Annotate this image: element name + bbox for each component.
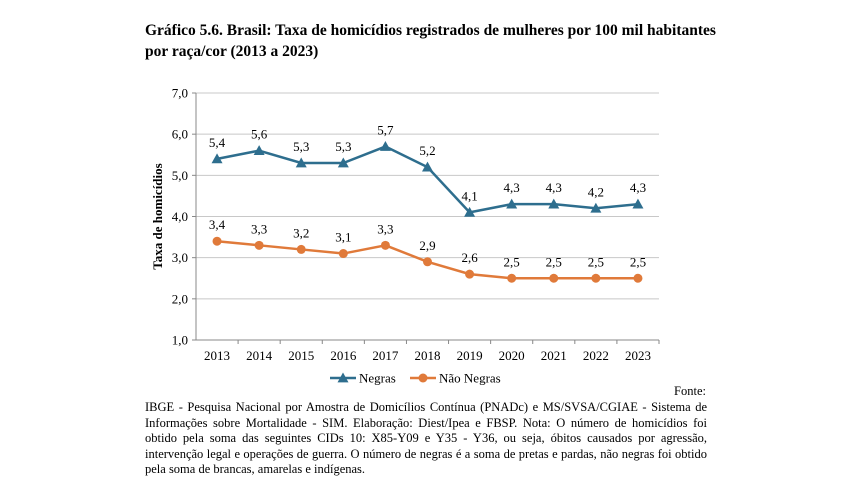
- data-label: 3,4: [209, 217, 226, 232]
- data-point: [422, 161, 433, 172]
- data-label: 3,2: [293, 225, 309, 240]
- x-tick-label: 2018: [415, 348, 441, 363]
- x-tick-label: 2016: [330, 348, 357, 363]
- data-point: [254, 240, 264, 250]
- data-point: [465, 269, 475, 279]
- y-tick-label: 2,0: [172, 291, 188, 306]
- series-negras: 5,4 5,6 5,3 5,3 5,7 5,2 4,1 4,3 4,3 4,2 4,3: [209, 123, 646, 217]
- data-label: 5,6: [251, 127, 268, 142]
- data-point: [423, 257, 432, 267]
- data-label: 5,3: [293, 139, 309, 154]
- legend-item: Não Negras: [410, 371, 501, 386]
- axis-layer: 1,0 2,0 3,0 4,0 5,0 6,0 7,0 2013 2014 2015 2016 201…: [150, 86, 660, 363]
- data-point: [549, 273, 559, 283]
- x-tick-label: 2021: [541, 348, 567, 363]
- x-tick-label: 2015: [288, 348, 314, 363]
- data-label: 2,5: [630, 254, 646, 269]
- y-tick-label: 6,0: [172, 127, 188, 142]
- legend-label: Não Negras: [439, 371, 501, 386]
- data-label: 3,1: [335, 230, 351, 245]
- data-point: [506, 198, 518, 209]
- data-point: [632, 198, 644, 209]
- y-tick-label: 1,0: [172, 333, 188, 348]
- grid-layer: [196, 92, 659, 300]
- x-tick-label: 2013: [204, 348, 230, 363]
- data-label: 4,1: [461, 188, 477, 203]
- data-label: 2,9: [419, 238, 435, 253]
- data-label: 2,5: [504, 254, 520, 269]
- data-label: 3,3: [377, 221, 393, 236]
- y-tick-label: 4,0: [172, 209, 188, 224]
- legend-item: Negras: [330, 371, 396, 386]
- data-label: 3,3: [251, 221, 267, 236]
- data-label: 4,3: [546, 180, 562, 195]
- data-point: [633, 273, 643, 283]
- data-point: [548, 198, 560, 209]
- y-tick-label: 3,0: [172, 250, 188, 265]
- x-tick-label: 2014: [246, 348, 273, 363]
- data-point: [211, 153, 223, 164]
- data-point: [507, 273, 517, 283]
- data-label: 5,2: [419, 143, 435, 158]
- data-point: [338, 249, 348, 259]
- data-label: 5,7: [377, 123, 394, 138]
- x-tick-label: 2020: [499, 348, 525, 363]
- data-label: 2,5: [588, 254, 604, 269]
- legend-marker: [418, 373, 428, 383]
- data-point: [337, 157, 349, 168]
- legend-label: Negras: [359, 371, 396, 386]
- x-tick-label: 2017: [372, 348, 399, 363]
- x-tick-label: 2022: [583, 348, 609, 363]
- source-label: Fonte:: [674, 384, 706, 398]
- y-tick-label: 7,0: [172, 86, 188, 101]
- series-nao-negras: 3,4 3,3 3,2 3,1 3,3 2,9 2,6 2,5 2,5 2,5 2,5: [209, 217, 646, 283]
- legend: Negras Não Negras: [330, 371, 501, 386]
- data-label: 4,2: [588, 184, 604, 199]
- y-tick-label: 5,0: [172, 168, 188, 183]
- data-point: [379, 141, 391, 151]
- data-point: [464, 206, 476, 217]
- x-tick-label: 2023: [625, 348, 651, 363]
- legend-marker: [337, 372, 349, 383]
- data-label: 5,3: [335, 139, 351, 154]
- x-tick-label: 2019: [457, 348, 483, 363]
- y-axis-title: Taxa de homicídios: [150, 163, 165, 269]
- source-note: IBGE - Pesquisa Nacional por Amostra de …: [145, 400, 707, 476]
- line-chart: 1,0 2,0 3,0 4,0 5,0 6,0 7,0 2013 2014 2015 2016 201…: [150, 86, 660, 386]
- data-point: [295, 157, 307, 168]
- data-label: 4,3: [504, 180, 520, 195]
- data-point: [212, 236, 222, 246]
- data-point: [591, 273, 601, 283]
- data-point: [590, 202, 602, 213]
- data-point: [253, 145, 265, 156]
- data-label: 5,4: [209, 135, 226, 150]
- data-label: 2,6: [461, 250, 478, 265]
- data-label: 2,5: [546, 254, 562, 269]
- chart-title: Gráfico 5.6. Brasil: Taxa de homicídios …: [145, 22, 716, 60]
- data-point: [296, 244, 306, 254]
- data-point: [380, 240, 390, 250]
- data-label: 4,3: [630, 180, 646, 195]
- series-layer: 5,45,65,3 5,35,75,24,14,3 4,3 4,2 4,33,4 3,3 3…: [209, 123, 646, 283]
